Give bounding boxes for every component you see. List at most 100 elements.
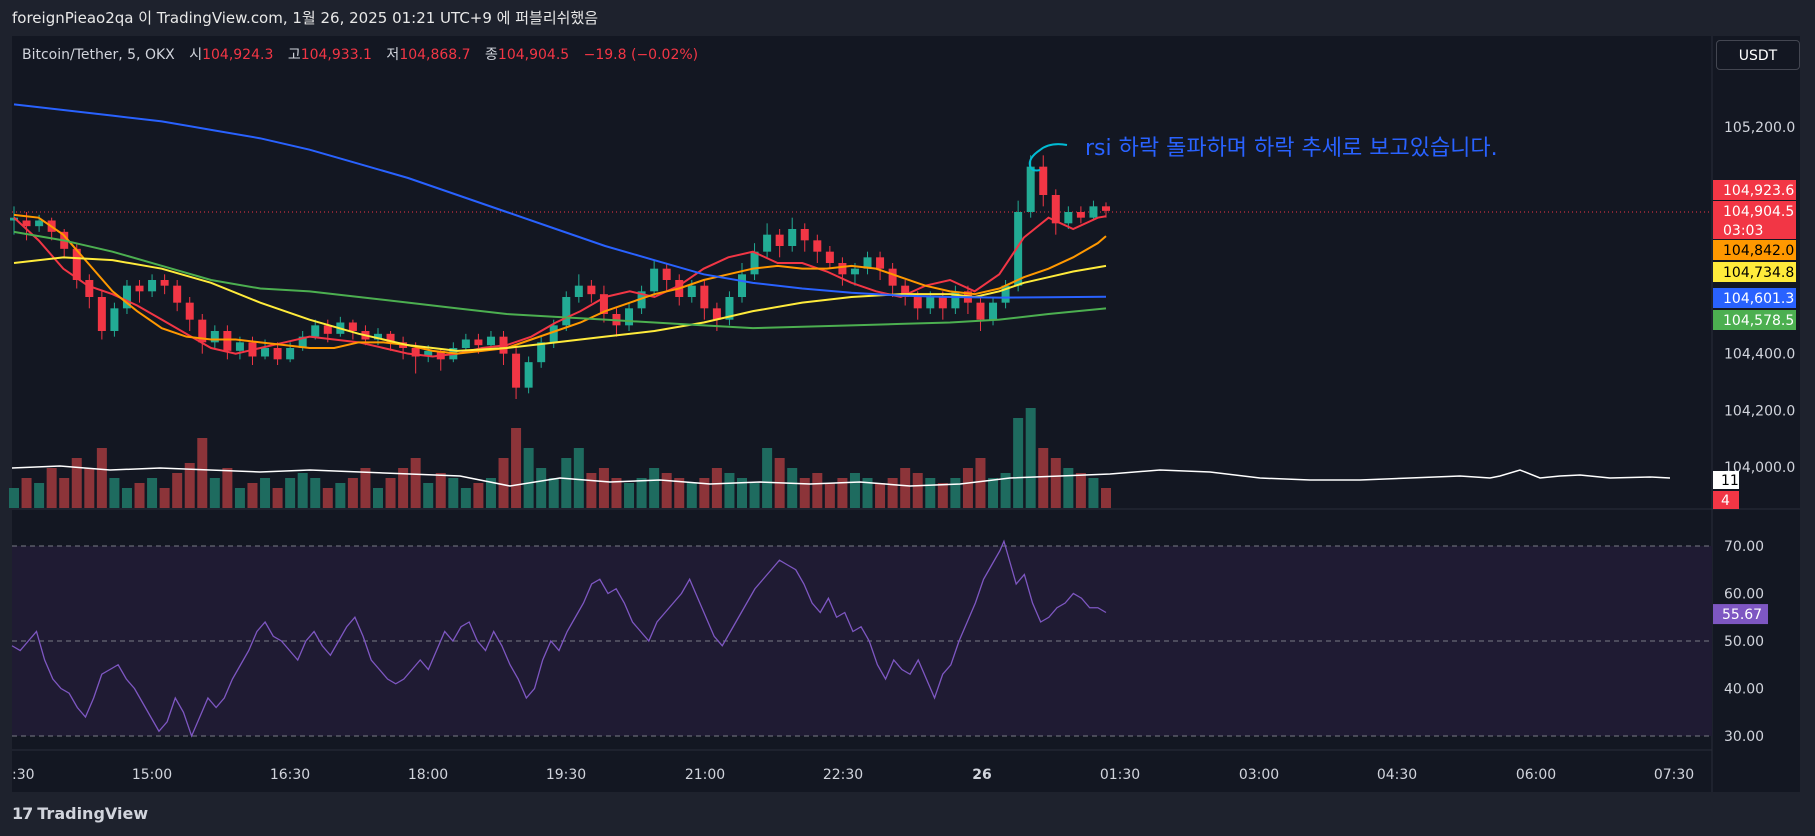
annotation-text: rsi 하락 돌파하며 하락 추세로 보고있습니다. <box>1085 136 1498 161</box>
volume-bar <box>347 478 358 508</box>
candle-body <box>348 322 357 331</box>
volume-tag-label: 11 <box>1721 473 1739 489</box>
candle-body <box>512 353 521 388</box>
rsi-axis[interactable]: 70.00 60.00 50.00 40.00 30.00 <box>1724 539 1764 745</box>
volume-bar <box>34 483 45 508</box>
tradingview-logo[interactable]: 17 TradingView <box>12 804 148 823</box>
candle-body <box>122 285 131 309</box>
volume-bar <box>686 483 697 508</box>
volume-bar <box>1063 468 1074 508</box>
candle-body <box>35 220 44 227</box>
rsi-tag-label: 55.67 <box>1722 607 1762 623</box>
volume-bar <box>661 473 672 508</box>
brand-name: TradingView <box>37 804 149 823</box>
volume-bar <box>573 448 584 508</box>
close-value: 104,904.5 <box>497 47 570 63</box>
price-axis[interactable]: 105,200.0 104,400.0 104,200.0 104,000.0 <box>1724 120 1795 476</box>
currency-button[interactable]: USDT <box>1716 40 1800 70</box>
candle-body <box>838 263 847 275</box>
volume-bar <box>222 468 233 508</box>
volume-bar <box>197 438 208 508</box>
annotation-arrow <box>1028 143 1068 172</box>
volume-bars <box>9 408 1111 508</box>
open-value: 104,924.3 <box>202 47 274 63</box>
candle-body <box>625 308 634 326</box>
candle-body <box>210 331 219 343</box>
price-tag-label: 104,734.8 <box>1723 265 1794 281</box>
symbol-legend[interactable]: Bitcoin/Tether, 5, OKX 시104,924.3 고104,9… <box>22 44 698 64</box>
candle-body <box>650 268 659 292</box>
low-label: 저 <box>386 47 400 63</box>
ma-line <box>13 230 1107 330</box>
volume-bar <box>1088 478 1099 508</box>
volume-bar <box>473 483 484 508</box>
volume-bar <box>385 478 396 508</box>
volume-bar <box>536 468 547 508</box>
candle-body <box>185 302 194 320</box>
volume-bar <box>234 488 245 508</box>
candle-body <box>537 342 546 363</box>
time-tick-label: 22:30 <box>823 767 863 783</box>
open-label: 시 <box>189 47 203 63</box>
moving-averages <box>13 103 1107 358</box>
candle-body <box>72 248 81 280</box>
candle-body <box>938 297 947 309</box>
candle-body <box>1102 206 1110 211</box>
candle-body <box>549 325 558 343</box>
candles <box>10 155 1110 399</box>
candle-body <box>22 220 31 227</box>
candle-body <box>160 280 169 286</box>
candle-body <box>712 308 721 320</box>
candle-body <box>863 257 872 269</box>
volume-bar <box>21 478 32 508</box>
volume-bar <box>360 468 371 508</box>
candle-body <box>1064 212 1073 224</box>
time-tick-label: 26 <box>972 767 991 783</box>
candle-body <box>286 348 295 360</box>
candle-body <box>173 285 182 303</box>
rsi-tick-label: 40.00 <box>1724 682 1764 698</box>
volume-bar <box>335 483 346 508</box>
candle-body <box>323 325 332 334</box>
volume-bar <box>297 473 308 508</box>
price-tags: 104,923.6 104,904.5 03:03 104,842.0 104,734.… <box>1713 180 1796 625</box>
volume-bar <box>285 478 296 508</box>
candle-body <box>474 339 483 346</box>
volume-bar <box>310 478 321 508</box>
volume-bar <box>322 488 333 508</box>
close-label: 종 <box>485 47 498 63</box>
price-tag-label: 104,578.5 <box>1723 313 1794 329</box>
time-tick-label: 19:30 <box>546 767 586 783</box>
price-tick-label: 104,400.0 <box>1724 347 1795 363</box>
volume-bar <box>724 473 735 508</box>
volume-bar <box>59 478 70 508</box>
volume-tag-label: 4 <box>1721 493 1730 509</box>
volume-bar <box>209 478 220 508</box>
rsi-tick-label: 70.00 <box>1724 539 1764 555</box>
candle-body <box>700 285 709 309</box>
volume-bar <box>1075 473 1086 508</box>
candle-body <box>1026 166 1035 212</box>
candle-body <box>876 257 885 269</box>
candle-body <box>1039 166 1048 195</box>
volume-bar <box>84 468 95 508</box>
high-value: 104,933.1 <box>300 47 372 63</box>
volume-bar <box>624 483 635 508</box>
time-tick-label: 01:30 <box>1100 767 1140 783</box>
volume-tag-bg <box>1713 471 1739 489</box>
volume-bar <box>184 463 195 508</box>
volume-bar <box>837 478 848 508</box>
volume-bar <box>1025 408 1036 508</box>
volume-bar <box>787 468 798 508</box>
time-axis[interactable]: :30 15:00 16:30 18:00 19:30 21:00 22:30 26 01:30… <box>12 767 1694 783</box>
candle-body <box>813 240 822 252</box>
volume-bar <box>548 478 559 508</box>
candle-body <box>599 294 608 314</box>
volume-bar <box>561 458 572 508</box>
volume-bar <box>460 488 471 508</box>
time-tick-label: 18:00 <box>408 767 448 783</box>
ma-line <box>13 213 1107 355</box>
candle-body <box>424 350 433 357</box>
volume-bar <box>247 483 258 508</box>
